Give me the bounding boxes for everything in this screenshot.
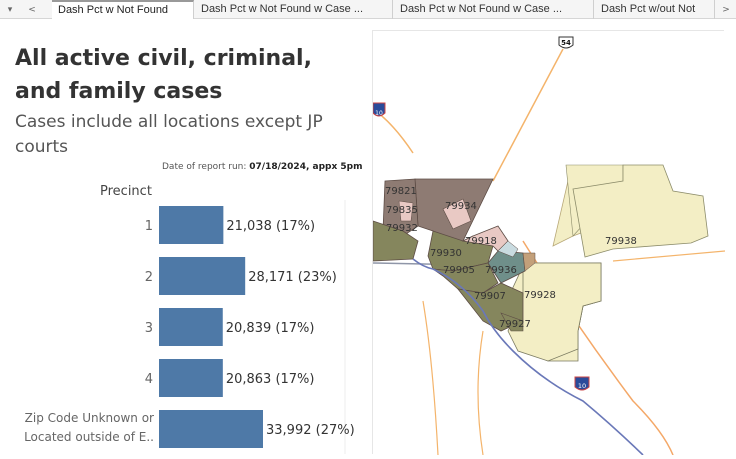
bar-data-label: 21,038 (17%) xyxy=(226,219,315,234)
category-label: 2 xyxy=(145,270,153,285)
bar-data-label: 20,863 (17%) xyxy=(226,372,315,387)
region-79927-olive[interactable] xyxy=(500,312,524,332)
zip-label-79936: 79936 xyxy=(485,265,517,276)
report-run-info: Date of report run: 07/18/2024, appx 5pm xyxy=(162,162,362,172)
tab-dash-pct-w-not-found-w-case-1[interactable]: Dash Pct w Not Found w Case ... xyxy=(195,0,393,19)
road-line xyxy=(612,250,726,262)
region-79932[interactable] xyxy=(372,220,419,262)
bar-data-label: 28,171 (23%) xyxy=(248,270,337,285)
map-svg[interactable]: 54 10 10 79821 79835 79932 79934 79930 7… xyxy=(372,31,726,456)
category-label: Located outside of E.. xyxy=(24,430,154,444)
tab-dash-pct-w-not-found-w-case-2[interactable]: Dash Pct w Not Found w Case ... xyxy=(394,0,594,19)
region-79936-small[interactable] xyxy=(497,240,519,258)
zip-label-79938: 79938 xyxy=(605,236,637,247)
road-line xyxy=(422,300,439,456)
category-label: 1 xyxy=(145,219,153,234)
tabs-prev-icon[interactable]: < xyxy=(28,4,36,15)
bar-precinct-5[interactable] xyxy=(159,410,263,448)
zip-label-79932: 79932 xyxy=(386,223,418,234)
svg-text:10: 10 xyxy=(375,110,383,117)
category-label: 3 xyxy=(145,321,153,336)
zip-label-79928: 79928 xyxy=(524,290,556,301)
bar-precinct-3[interactable] xyxy=(159,308,223,346)
zip-label-79821: 79821 xyxy=(385,186,417,197)
bar-precinct-2[interactable] xyxy=(159,257,246,295)
region-79938[interactable] xyxy=(572,164,709,258)
sheet-tab-bar: ▾ < Dash Pct w Not Found Dash Pct w Not … xyxy=(0,0,736,19)
bar-data-label: 33,992 (27%) xyxy=(266,423,355,438)
bar-precinct-1[interactable] xyxy=(159,206,224,244)
svg-text:10: 10 xyxy=(578,382,586,390)
zip-label-79930: 79930 xyxy=(430,248,462,259)
zip-label-79934: 79934 xyxy=(445,201,477,212)
interstate-10-shield-east: 10 xyxy=(574,376,590,391)
zip-label-79918: 79918 xyxy=(465,236,497,247)
report-run-label: Date of report run: xyxy=(162,162,247,172)
bar-chart-svg: 21,038 (17%) 1 28,171 (23%) 2 20,839 (17%) 3 2… xyxy=(24,200,355,454)
precinct-map[interactable]: 54 10 10 79821 79835 79932 79934 79930 7… xyxy=(372,30,726,456)
road-line xyxy=(477,330,484,456)
rio-grande-river xyxy=(432,268,644,456)
svg-text:54: 54 xyxy=(561,39,571,47)
zip-label-79905: 79905 xyxy=(443,265,475,276)
tabs-dropdown-icon[interactable]: ▾ xyxy=(7,4,13,15)
road-line xyxy=(492,48,564,182)
bar-data-label: 20,839 (17%) xyxy=(226,321,315,336)
highway-54-shield: 54 xyxy=(558,36,574,49)
zip-label-79907: 79907 xyxy=(474,291,506,302)
dashboard-subtitle: Cases include all locations except JP co… xyxy=(15,112,323,157)
region-east-pocket[interactable] xyxy=(522,252,536,272)
zip-label-79927: 79927 xyxy=(499,319,531,330)
region-79835[interactable] xyxy=(398,200,414,222)
tabs-next-icon[interactable]: > xyxy=(722,4,730,15)
zip-label-79835: 79835 xyxy=(386,205,418,216)
report-run-value: 07/18/2024, appx 5pm xyxy=(249,162,363,172)
category-label: Zip Code Unknown or xyxy=(25,411,154,425)
river-segment xyxy=(412,258,434,270)
precinct-bar-chart: 21,038 (17%) 1 28,171 (23%) 2 20,839 (17%) 3 2… xyxy=(0,180,370,454)
region-79934-pink[interactable] xyxy=(442,198,472,230)
region-79905[interactable] xyxy=(431,262,499,294)
category-label: 4 xyxy=(145,372,153,387)
bar-precinct-4[interactable] xyxy=(159,359,223,397)
precinct-axis-header: Precinct xyxy=(100,184,152,199)
dashboard-title: All active civil, criminal, and family c… xyxy=(15,46,312,104)
region-79928-main[interactable] xyxy=(507,262,602,362)
tab-dash-pct-w-not-found[interactable]: Dash Pct w Not Found xyxy=(52,0,194,19)
tab-dash-pct-without-not[interactable]: Dash Pct w/out Not xyxy=(595,0,715,19)
interstate-10-shield-west: 10 xyxy=(372,102,386,117)
